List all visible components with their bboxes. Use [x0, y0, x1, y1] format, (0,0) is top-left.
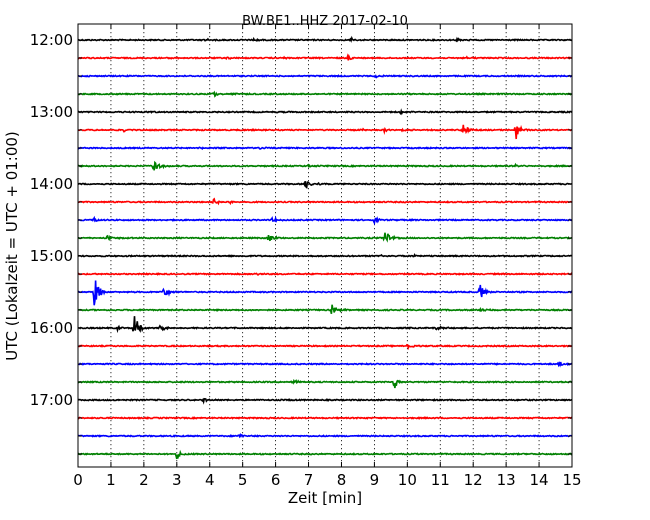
trace-1545	[77, 304, 573, 314]
x-tick-label: 1	[106, 471, 116, 489]
trace-1245	[77, 90, 573, 98]
y-axis-title: UTC (Lokalzeit = UTC + 01:00)	[3, 131, 21, 361]
x-tick-label: 7	[304, 471, 314, 489]
x-tick-label: 0	[73, 471, 83, 489]
trace-1715	[77, 416, 573, 420]
trace-1300	[77, 108, 573, 116]
y-tick-label: 12:00	[30, 31, 73, 49]
trace-1745	[77, 449, 573, 460]
y-tick-label: 16:00	[30, 319, 73, 337]
trace-1600	[78, 316, 573, 334]
x-tick-label: 4	[205, 471, 215, 489]
y-tick-label: 17:00	[30, 391, 73, 409]
trace-1330	[77, 146, 573, 151]
x-axis-title: Zeit [min]	[288, 489, 362, 507]
trace-1200	[77, 35, 573, 43]
x-tick-label: 3	[172, 471, 182, 489]
trace-1315	[77, 124, 573, 140]
x-tick-label: 12	[464, 471, 483, 489]
trace-1500	[77, 253, 573, 258]
trace-1700	[77, 397, 573, 405]
trace-1530	[78, 280, 573, 306]
x-tick-label: 15	[562, 471, 581, 489]
x-tick-label: 8	[337, 471, 347, 489]
trace-1630	[77, 361, 573, 368]
trace-1215	[77, 53, 572, 61]
x-tick-label: 14	[530, 471, 549, 489]
trace-1445	[78, 232, 573, 243]
seismic-traces	[77, 35, 573, 460]
trace-1645	[77, 378, 573, 389]
trace-1345	[77, 160, 573, 171]
x-tick-label: 6	[271, 471, 281, 489]
y-tick-label: 15:00	[30, 247, 73, 265]
x-tick-label: 10	[398, 471, 417, 489]
chart-title: BW.BE1..HHZ 2017-02-10	[242, 14, 408, 29]
trace-1615	[78, 343, 573, 351]
x-tick-label: 5	[238, 471, 248, 489]
trace-1515	[77, 272, 573, 276]
x-tick-label: 2	[139, 471, 149, 489]
plot-frame	[77, 23, 573, 468]
trace-1400	[77, 181, 573, 189]
x-tick-label: 13	[497, 471, 516, 489]
trace-1730	[77, 432, 573, 439]
x-tick-label: 11	[431, 471, 450, 489]
axis-ticks: 0 1 2 3 4 5 6 7 8 9 10 11 12 13 14 1512:0013:0014:0015:…	[30, 24, 582, 489]
x-tick-label: 9	[370, 471, 380, 489]
trace-1430	[77, 215, 573, 226]
trace-1230	[77, 74, 573, 79]
trace-1415	[77, 197, 573, 206]
y-tick-label: 13:00	[30, 103, 73, 121]
grid-lines	[110, 24, 540, 467]
y-tick-label: 14:00	[30, 175, 73, 193]
